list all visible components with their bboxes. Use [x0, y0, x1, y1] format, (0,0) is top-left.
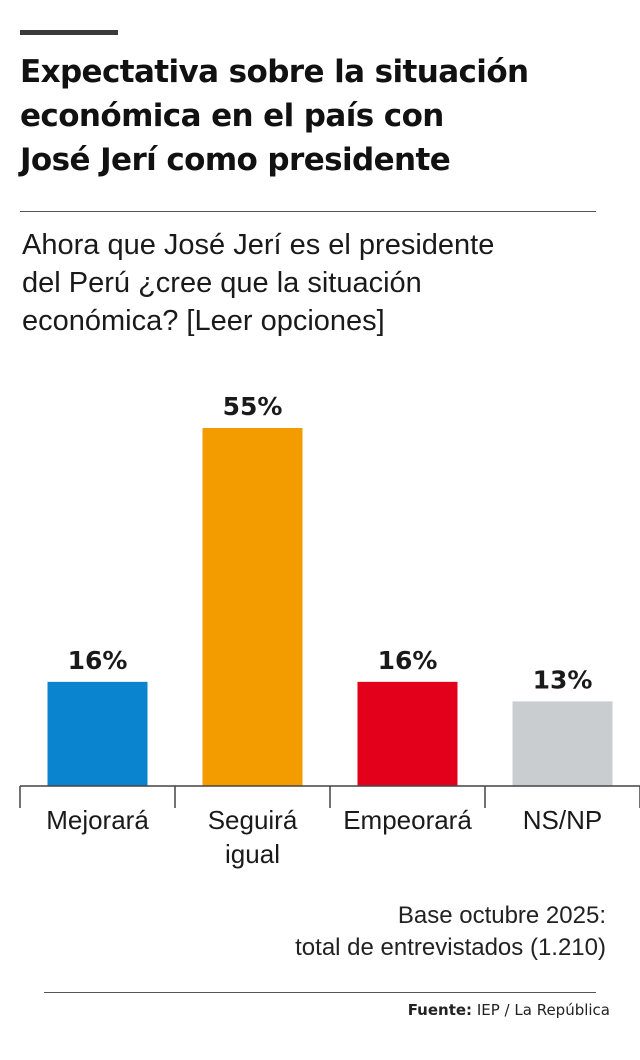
question-line-1: Ahora que José Jerí es el presidente [22, 229, 495, 261]
question-line-3: económica? [Leer opciones] [22, 305, 385, 337]
note-line-2: total de entrevistados (1.210) [295, 934, 606, 961]
title-line-1: Expectativa sobre la situación [20, 54, 529, 90]
value-label-seguira-igual: 55% [223, 392, 283, 421]
base-note: Base octubre 2025: total de entrevistado… [295, 900, 606, 964]
category-label-empeorara: Empeorará [343, 805, 472, 835]
survey-question: Ahora que José Jerí es el presidente del… [22, 226, 612, 340]
category-label-mejorara: Mejorará [46, 805, 149, 835]
footer-rule [44, 992, 596, 993]
category-label-seguira-igual: igual [225, 839, 280, 869]
top-accent-rule [20, 30, 118, 35]
value-label-ns-np: 13% [533, 665, 593, 694]
title-separator-rule [20, 211, 596, 212]
source-text: IEP / La República [476, 1001, 610, 1019]
source-label: Fuente: [407, 1001, 473, 1019]
category-label-seguira-igual: Seguirá [208, 805, 298, 835]
bar-chart: 16% Mejorará 55% Seguirá igual 16% Empeorará 13… [19, 392, 640, 869]
title-line-2: económica en el país con [20, 98, 444, 134]
source-credit: Fuente: IEP / La República [408, 1001, 610, 1019]
value-label-mejorara: 16% [68, 646, 128, 675]
note-line-1: Base octubre 2025: [397, 902, 606, 929]
title-line-3: José Jerí como presidente [20, 142, 451, 178]
category-label-ns-np: NS/NP [523, 805, 602, 835]
bar-empeorara [357, 681, 458, 786]
bar-ns-np [512, 701, 613, 786]
bar-seguira-igual [202, 428, 303, 786]
question-line-2: del Perú ¿cree que la situación [22, 267, 422, 299]
value-label-empeorara: 16% [378, 646, 438, 675]
bar-mejorara [47, 681, 148, 786]
chart-title: Expectativa sobre la situación económica… [20, 50, 610, 182]
